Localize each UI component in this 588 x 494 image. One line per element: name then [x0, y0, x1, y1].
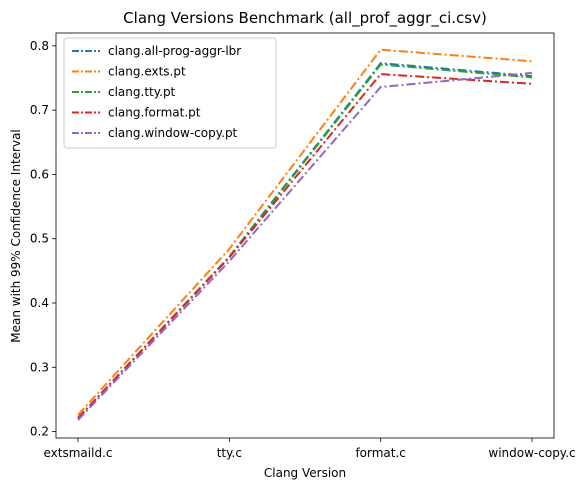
y-tick-label: 0.4 [30, 296, 49, 310]
y-axis-label: Mean with 99% Confidence Interval [9, 129, 23, 343]
x-tick-label: format.c [355, 446, 405, 460]
x-tick-label: extsmaild.c [44, 446, 113, 460]
x-tick-label: window-copy.c [488, 446, 575, 460]
legend-label-1: clang.exts.pt [108, 65, 186, 79]
y-tick-label: 0.6 [30, 167, 49, 181]
y-axis-ticks: 0.2 0.3 0.4 0.5 0.6 0.7 0.8 [30, 39, 56, 439]
legend-label-0: clang.all-prog-aggr-lbr [108, 44, 241, 58]
y-tick-label: 0.5 [30, 232, 49, 246]
x-axis-label: Clang Version [264, 466, 346, 480]
y-tick-label: 0.7 [30, 103, 49, 117]
x-axis-ticks: extsmaild.c tty.c format.c window-copy.c [44, 438, 576, 460]
x-tick-label: tty.c [217, 446, 242, 460]
legend-label-3: clang.format.pt [108, 106, 201, 120]
legend: clang.all-prog-aggr-lbr clang.exts.pt clan… [64, 38, 276, 148]
legend-label-2: clang.tty.pt [108, 85, 176, 99]
y-tick-label: 0.3 [30, 360, 49, 374]
y-tick-label: 0.8 [30, 39, 49, 53]
chart-title: Clang Versions Benchmark (all_prof_aggr_… [123, 9, 487, 28]
legend-label-4: clang.window-copy.pt [108, 126, 238, 140]
y-tick-label: 0.2 [30, 425, 49, 439]
